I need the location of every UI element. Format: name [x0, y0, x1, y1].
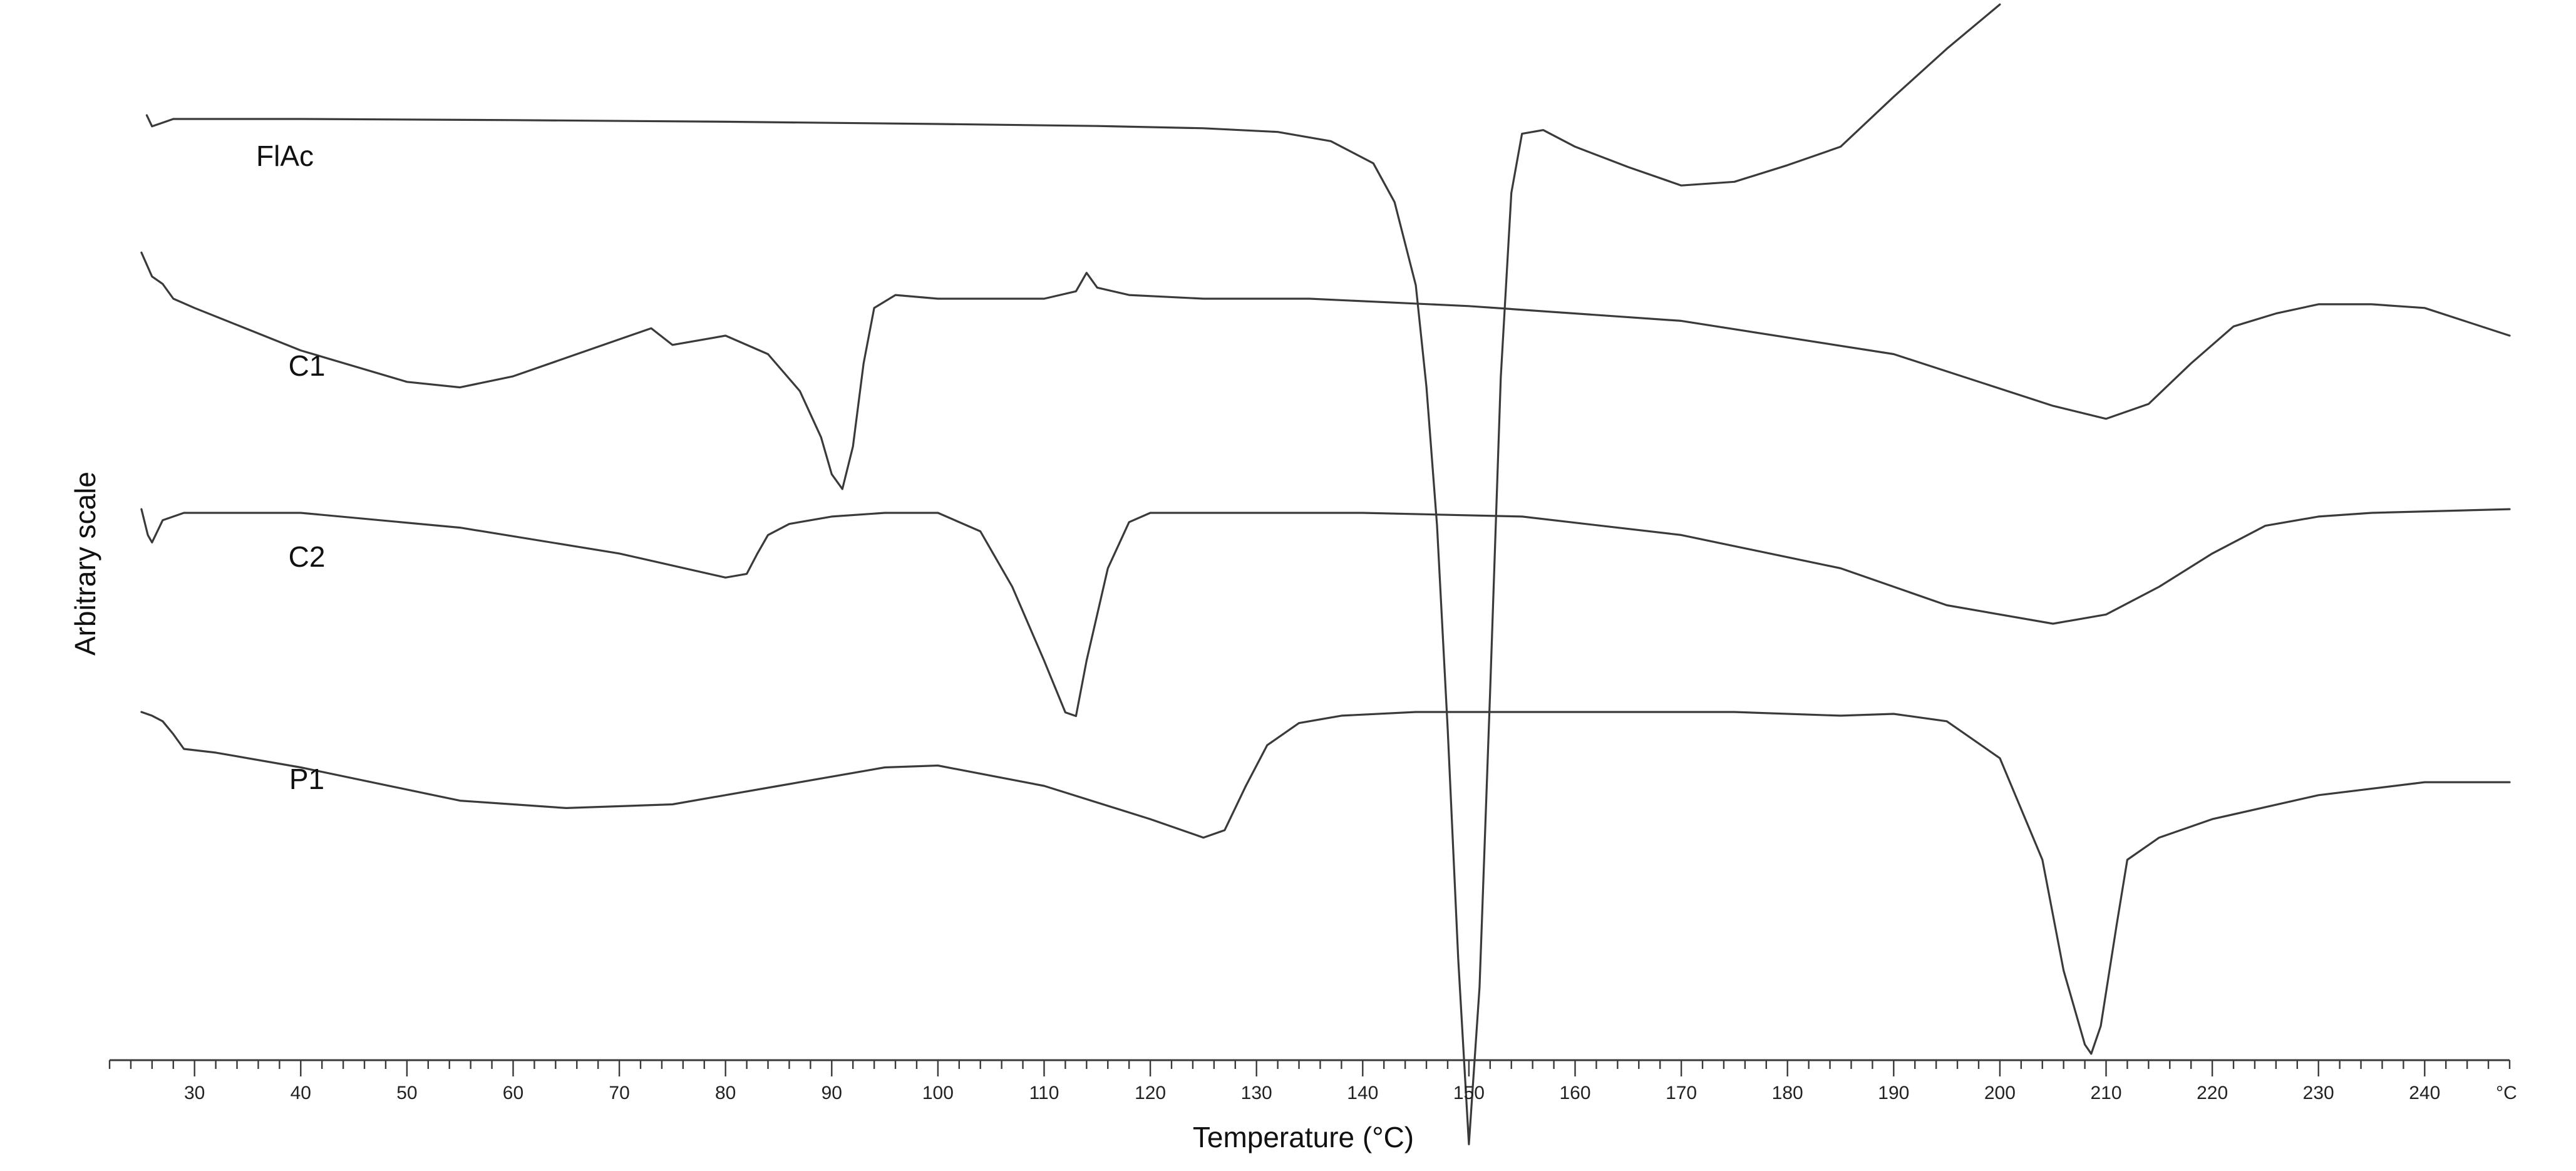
curves-group: [140, 3, 2511, 1145]
curve-c2: [140, 508, 2511, 718]
series-label-flac: FlAc: [256, 140, 314, 172]
tick-label-170: 170: [1666, 1083, 1697, 1103]
curve-p1: [140, 711, 2511, 1055]
x-axis-title: Temperature (°C): [1193, 1121, 1414, 1153]
tick-label-50: 50: [396, 1083, 417, 1103]
y-axis-title: Arbitrary scale: [69, 472, 101, 656]
tick-label-90: 90: [822, 1083, 842, 1103]
series-label-p1: P1: [289, 763, 324, 795]
tick-label-210: 210: [2090, 1083, 2121, 1103]
tick-label-70: 70: [609, 1083, 629, 1103]
x-axis-ticks: [108, 1060, 2511, 1076]
tick-label-60: 60: [503, 1083, 523, 1103]
tick-label-30: 30: [184, 1083, 205, 1103]
tick-label-200: 200: [1984, 1083, 2016, 1103]
tick-label-110: 110: [1029, 1083, 1059, 1103]
curve-flac: [145, 3, 2001, 1145]
curve-c1: [140, 251, 2511, 490]
tick-label-190: 190: [1878, 1083, 1909, 1103]
tick-label-240: 240: [2409, 1083, 2440, 1103]
series-label-c2: C2: [289, 540, 326, 573]
tick-label-100: 100: [922, 1083, 954, 1103]
tick-label-130: 130: [1241, 1083, 1272, 1103]
series-labels-group: FlAc C1 C2 P1: [256, 140, 325, 795]
x-axis-tick-labels: 30 40 50 60 70 80 90 100 110 120 130 140 150 160 170 18…: [184, 1083, 2440, 1103]
tick-label-160: 160: [1559, 1083, 1590, 1103]
tick-label-230: 230: [2303, 1083, 2334, 1103]
tick-label-80: 80: [715, 1083, 736, 1103]
tick-label-120: 120: [1135, 1083, 1166, 1103]
tick-label-40: 40: [291, 1083, 311, 1103]
tick-label-150: 150: [1453, 1083, 1485, 1103]
tick-label-140: 140: [1347, 1083, 1378, 1103]
tick-label-180: 180: [1772, 1083, 1803, 1103]
series-label-c1: C1: [289, 349, 326, 382]
tick-label-220: 220: [2197, 1083, 2228, 1103]
x-axis-unit-label: °C: [2496, 1083, 2517, 1103]
